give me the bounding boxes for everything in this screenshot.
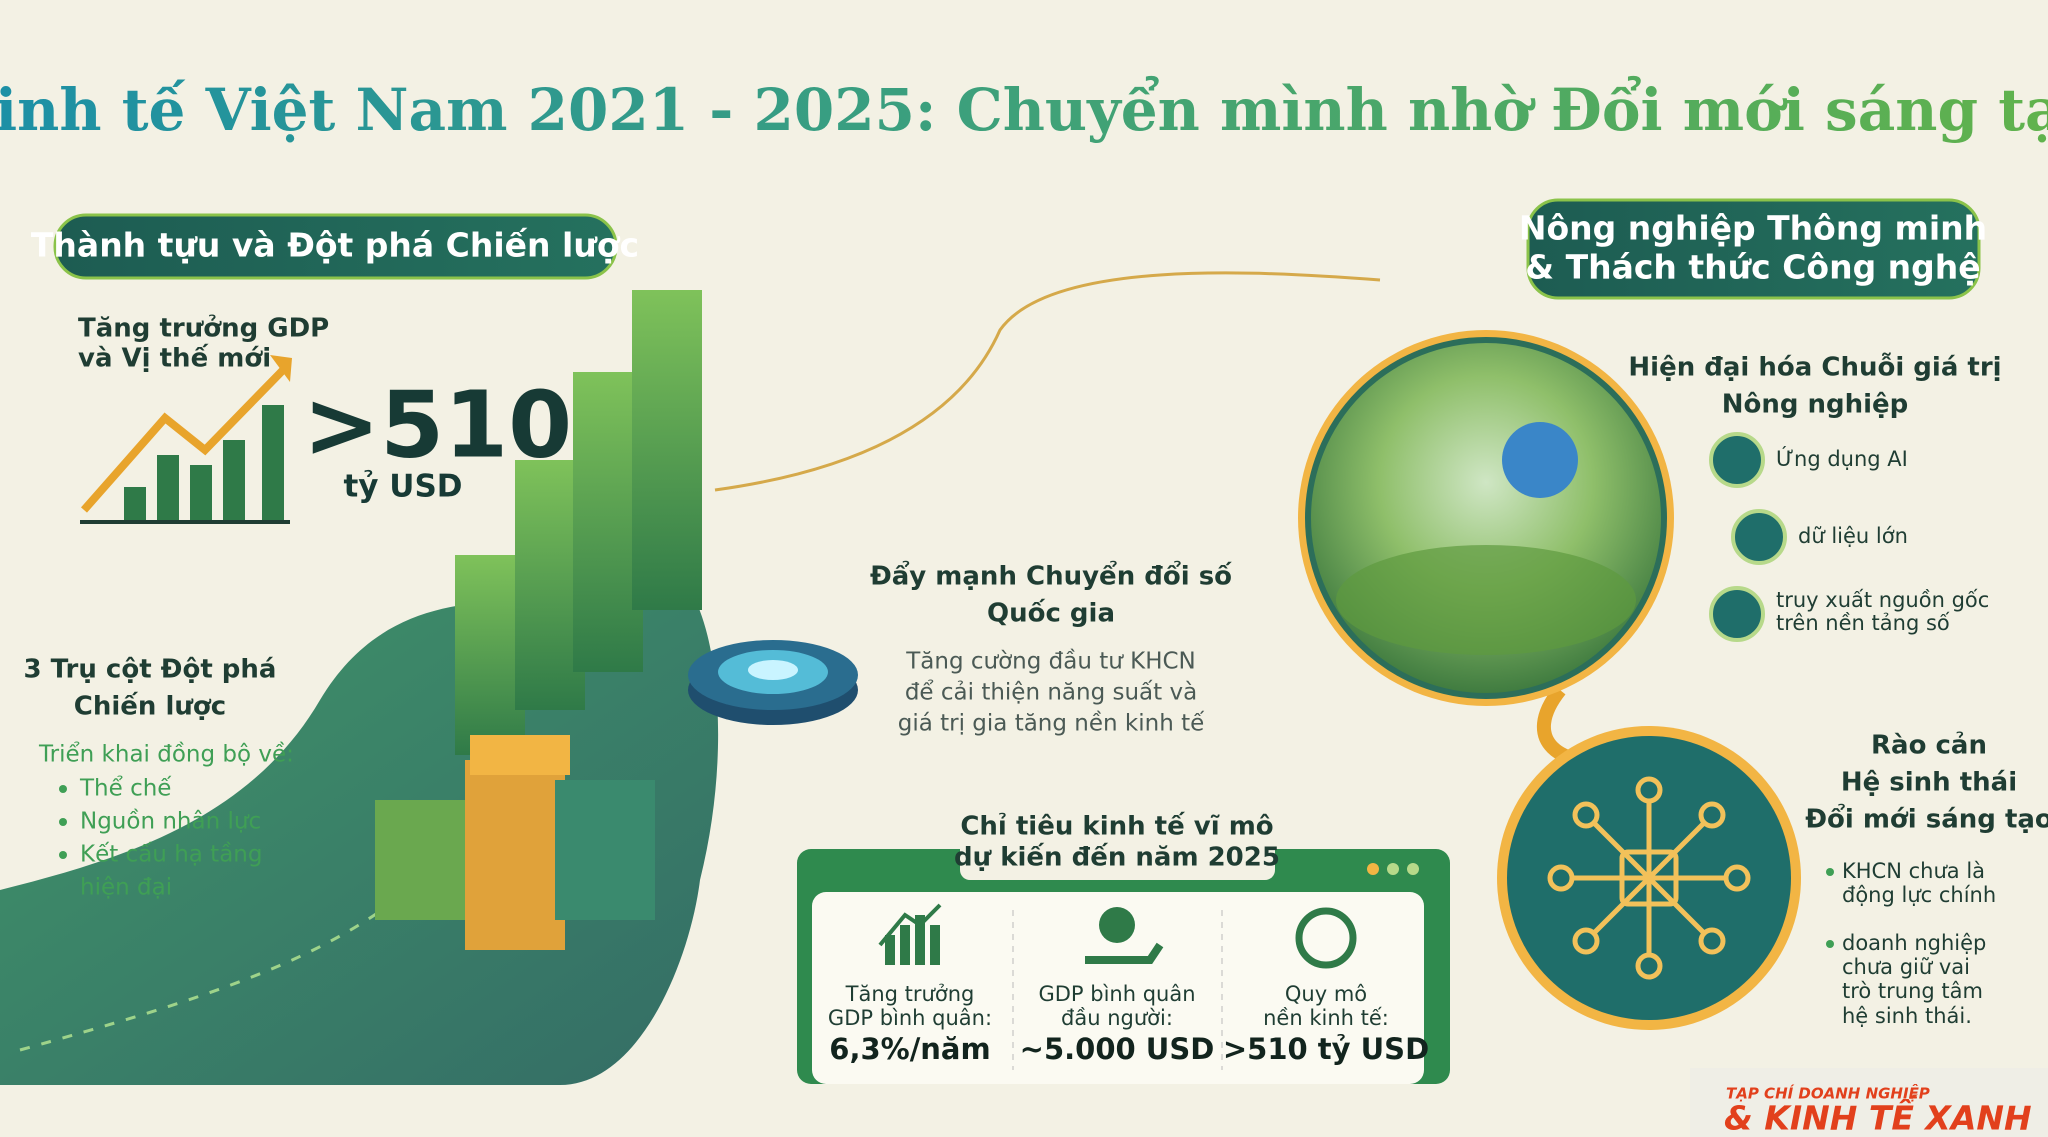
section-title: Nông nghiệp Thông minh (1519, 209, 1987, 248)
value-chain-title: Hiện đại hóa Chuỗi giá trị (1628, 352, 2001, 383)
gdp-label: và Vị thế mới (78, 343, 271, 374)
barrier-item: hệ sinh thái. (1842, 1004, 1972, 1028)
barriers-title: Rào cản (1871, 730, 1987, 761)
indicator-value: >510 tỷ USD (1223, 1032, 1429, 1066)
pillar-item: hiện đại (80, 875, 172, 901)
section-pill (53, 213, 618, 280)
logo-box (1690, 1068, 2048, 1137)
indicator-value: ~5.000 USD (1020, 1032, 1215, 1066)
value-chain-item: Ứng dụng AI (1776, 446, 1908, 471)
bullet (59, 785, 67, 793)
center-description: Tăng cường đầu tư KHCN (905, 649, 1196, 675)
pillars-title: 3 Trụ cột Đột phá (24, 655, 277, 685)
center-description: giá trị gia tăng nền kinh tế (898, 711, 1205, 737)
barriers-title: Đổi mới sáng tạo (1805, 802, 2048, 835)
value-chain-title: Nông nghiệp (1722, 390, 1909, 420)
pillar-item: Kết cấu hạ tầng (80, 842, 262, 868)
indicator-label: GDP bình quân: (828, 1006, 992, 1030)
item-icon (1709, 586, 1765, 642)
value-chain-item: truy xuất nguồn gốc (1776, 588, 1989, 612)
section-title: & Thách thức Công nghệ (1525, 248, 1980, 287)
item-icon (1731, 509, 1787, 565)
digital-disc (688, 271, 1381, 725)
barriers-title: Hệ sinh thái (1841, 768, 2017, 798)
barrier-item: động lực chính (1842, 883, 1996, 907)
pillar-item: Thể chế (79, 776, 172, 802)
indicator-label: Tăng trưởng (845, 982, 975, 1006)
logo-bottom: & KINH TẾ XANH (1724, 1094, 2032, 1137)
gdp-value: >510 (303, 371, 572, 478)
value-chain-item: trên nền tảng số (1776, 611, 1950, 635)
indicator-label: Quy mô (1285, 982, 1367, 1006)
dot (1407, 863, 1419, 875)
indicators-panel (812, 892, 1424, 1084)
indicators-title: Chỉ tiêu kinh tế vĩ mô (960, 811, 1273, 842)
barrier-item: KHCN chưa là (1842, 859, 1985, 883)
indicator-value: 6,3%/năm (829, 1032, 990, 1066)
pillars-title: Chiến lược (74, 691, 226, 722)
dot (1367, 863, 1379, 875)
center-title: Quốc gia (987, 598, 1115, 629)
bullet (59, 818, 67, 826)
indicator-label: nền kinh tế: (1263, 1006, 1389, 1030)
indicator-icon (878, 903, 1357, 969)
bullet (59, 851, 67, 859)
gdp-unit: tỷ USD (343, 469, 462, 505)
section-title: Thành tựu và Đột phá Chiến lược (31, 226, 639, 265)
page-title: Kinh tế Việt Nam 2021 - 2025: Chuyển mìn… (0, 75, 2048, 144)
barrier-item: trò trung tâm (1842, 979, 1983, 1003)
network-icon (1547, 776, 1751, 980)
barrier-item: doanh nghiệp (1842, 931, 1986, 955)
gdp-icon (80, 355, 292, 524)
value-chain-item: dữ liệu lớn (1798, 524, 1908, 548)
bullet (1826, 868, 1834, 876)
indicator-label: đầu người: (1061, 1006, 1173, 1030)
section-pill (1526, 198, 1981, 300)
gdp-label: Tăng trưởng GDP (78, 313, 329, 344)
indicators-title-box (960, 800, 1275, 880)
barrier-item: chưa giữ vai (1842, 955, 1970, 979)
pillar-item: Nguồn nhân lực (80, 809, 261, 835)
indicator-label: GDP bình quân (1038, 982, 1195, 1006)
dot (1387, 863, 1399, 875)
center-description: để cải thiện năng suất và (905, 680, 1197, 706)
indicators-title: dự kiến đến năm 2025 (954, 842, 1280, 873)
item-icon (1709, 432, 1765, 488)
logo-top: TẠP CHÍ DOANH NGHIỆP (1726, 1083, 1930, 1103)
bullet (1826, 940, 1834, 948)
road-illustration (0, 290, 719, 1085)
center-title: Đẩy mạnh Chuyển đổi số (870, 559, 1232, 592)
pillars-intro: Triển khai đồng bộ về: (38, 742, 294, 768)
